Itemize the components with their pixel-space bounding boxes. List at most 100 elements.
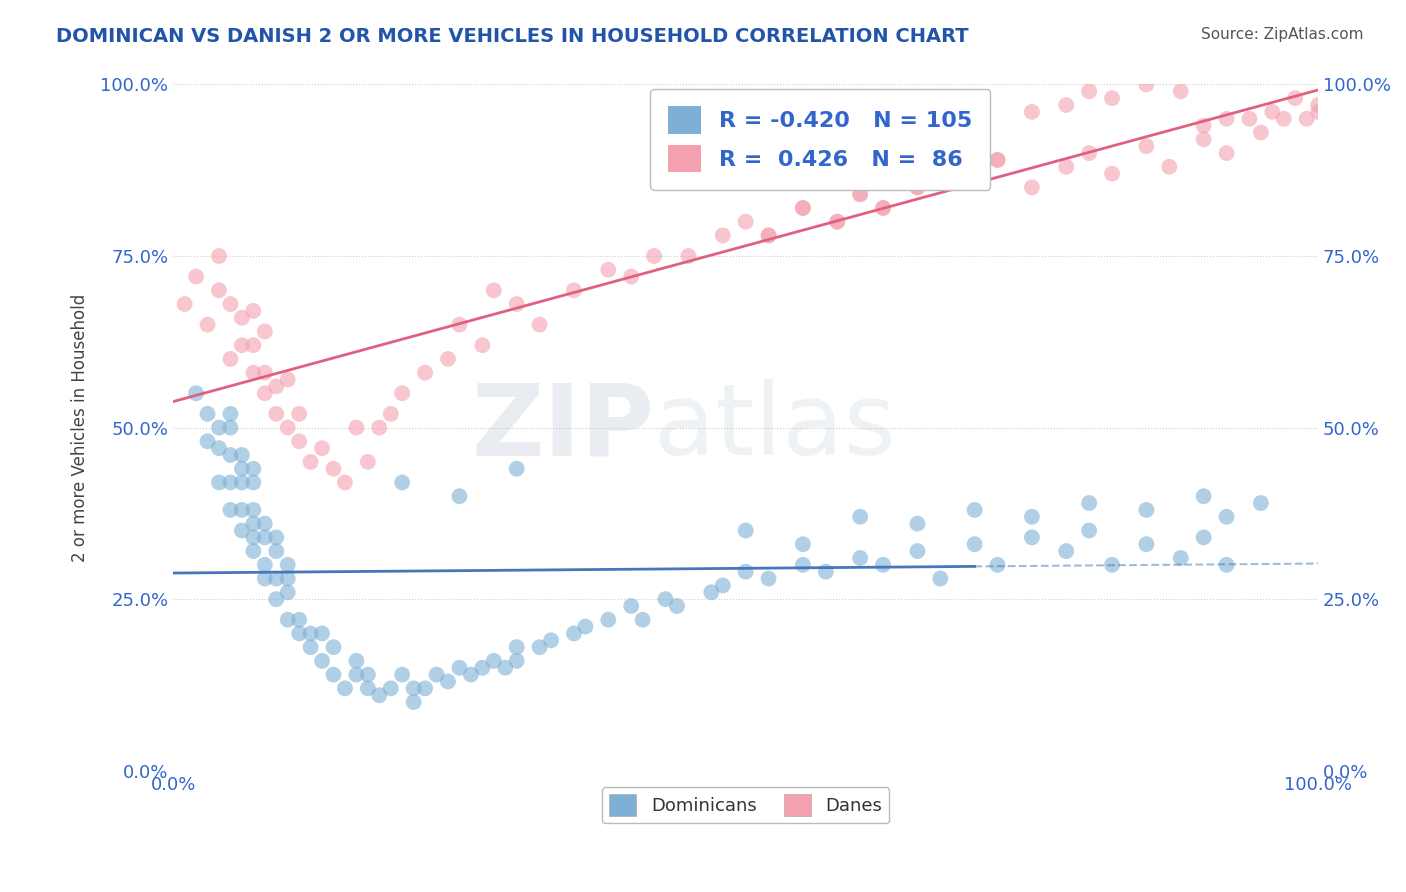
Point (288, 407, 311, 421)
Point (253, 530, 276, 544)
Point (1308, 104, 1330, 119)
Point (219, 351, 242, 366)
Point (437, 674, 460, 689)
Point (242, 475, 264, 490)
Point (242, 544, 264, 558)
Point (963, 537, 986, 551)
Point (242, 304, 264, 318)
Point (1054, 544, 1077, 558)
Point (391, 475, 413, 490)
Point (529, 640, 551, 655)
Point (288, 626, 311, 640)
Point (299, 455, 322, 469)
Point (380, 407, 402, 421)
Point (219, 475, 242, 490)
Point (357, 455, 380, 469)
Point (277, 585, 299, 599)
Point (905, 516, 928, 531)
Point (1170, 551, 1192, 566)
Point (929, 572, 952, 586)
Point (1021, 509, 1043, 524)
Point (1215, 509, 1237, 524)
Point (540, 633, 562, 648)
Point (208, 249, 231, 263)
Point (242, 366, 264, 380)
Point (219, 448, 242, 462)
Point (231, 338, 253, 352)
Point (825, 215, 848, 229)
Point (598, 262, 620, 277)
Y-axis label: 2 or more Vehicles in Household: 2 or more Vehicles in Household (72, 293, 89, 562)
Point (1284, 91, 1306, 105)
Point (482, 283, 505, 297)
Point (402, 695, 425, 709)
Point (471, 661, 494, 675)
Point (208, 441, 231, 455)
Point (391, 667, 413, 681)
Point (344, 654, 367, 668)
Point (413, 366, 436, 380)
Point (505, 640, 527, 655)
Point (322, 461, 344, 475)
Point (437, 351, 460, 366)
Point (620, 599, 643, 613)
Point (1135, 537, 1157, 551)
Point (758, 228, 780, 243)
Point (208, 420, 231, 434)
Point (505, 297, 527, 311)
Legend: Dominicans, Danes: Dominicans, Danes (602, 787, 889, 823)
Point (505, 654, 527, 668)
Point (219, 407, 242, 421)
Point (941, 160, 963, 174)
Point (529, 318, 551, 332)
Point (758, 572, 780, 586)
Point (711, 228, 734, 243)
Point (299, 640, 322, 655)
Point (1250, 496, 1272, 510)
Point (849, 187, 872, 202)
Point (264, 530, 287, 544)
Point (322, 640, 344, 655)
Point (322, 667, 344, 681)
Point (1021, 530, 1043, 544)
Point (311, 441, 333, 455)
Point (941, 160, 963, 174)
Point (253, 516, 276, 531)
Point (242, 530, 264, 544)
Point (333, 475, 356, 490)
Point (277, 613, 299, 627)
Point (197, 318, 219, 332)
Point (242, 338, 264, 352)
Point (219, 297, 242, 311)
Point (700, 585, 723, 599)
Point (197, 434, 219, 449)
Point (758, 228, 780, 243)
Point (562, 283, 585, 297)
Point (471, 338, 494, 352)
Point (219, 420, 242, 434)
Point (849, 509, 872, 524)
Point (620, 269, 643, 284)
Point (380, 681, 402, 696)
Point (368, 688, 391, 702)
Point (1250, 126, 1272, 140)
Point (264, 572, 287, 586)
Point (963, 173, 986, 187)
Point (1272, 112, 1295, 126)
Point (253, 572, 276, 586)
Point (1159, 160, 1181, 174)
Point (562, 626, 585, 640)
Point (208, 283, 231, 297)
Point (184, 269, 207, 284)
Point (1135, 139, 1157, 153)
Point (460, 667, 482, 681)
Point (277, 558, 299, 572)
Point (1021, 180, 1043, 194)
Point (344, 667, 367, 681)
Point (482, 654, 505, 668)
Point (1215, 146, 1237, 161)
Point (449, 661, 471, 675)
Point (231, 461, 253, 475)
Point (1170, 84, 1192, 98)
Point (598, 613, 620, 627)
